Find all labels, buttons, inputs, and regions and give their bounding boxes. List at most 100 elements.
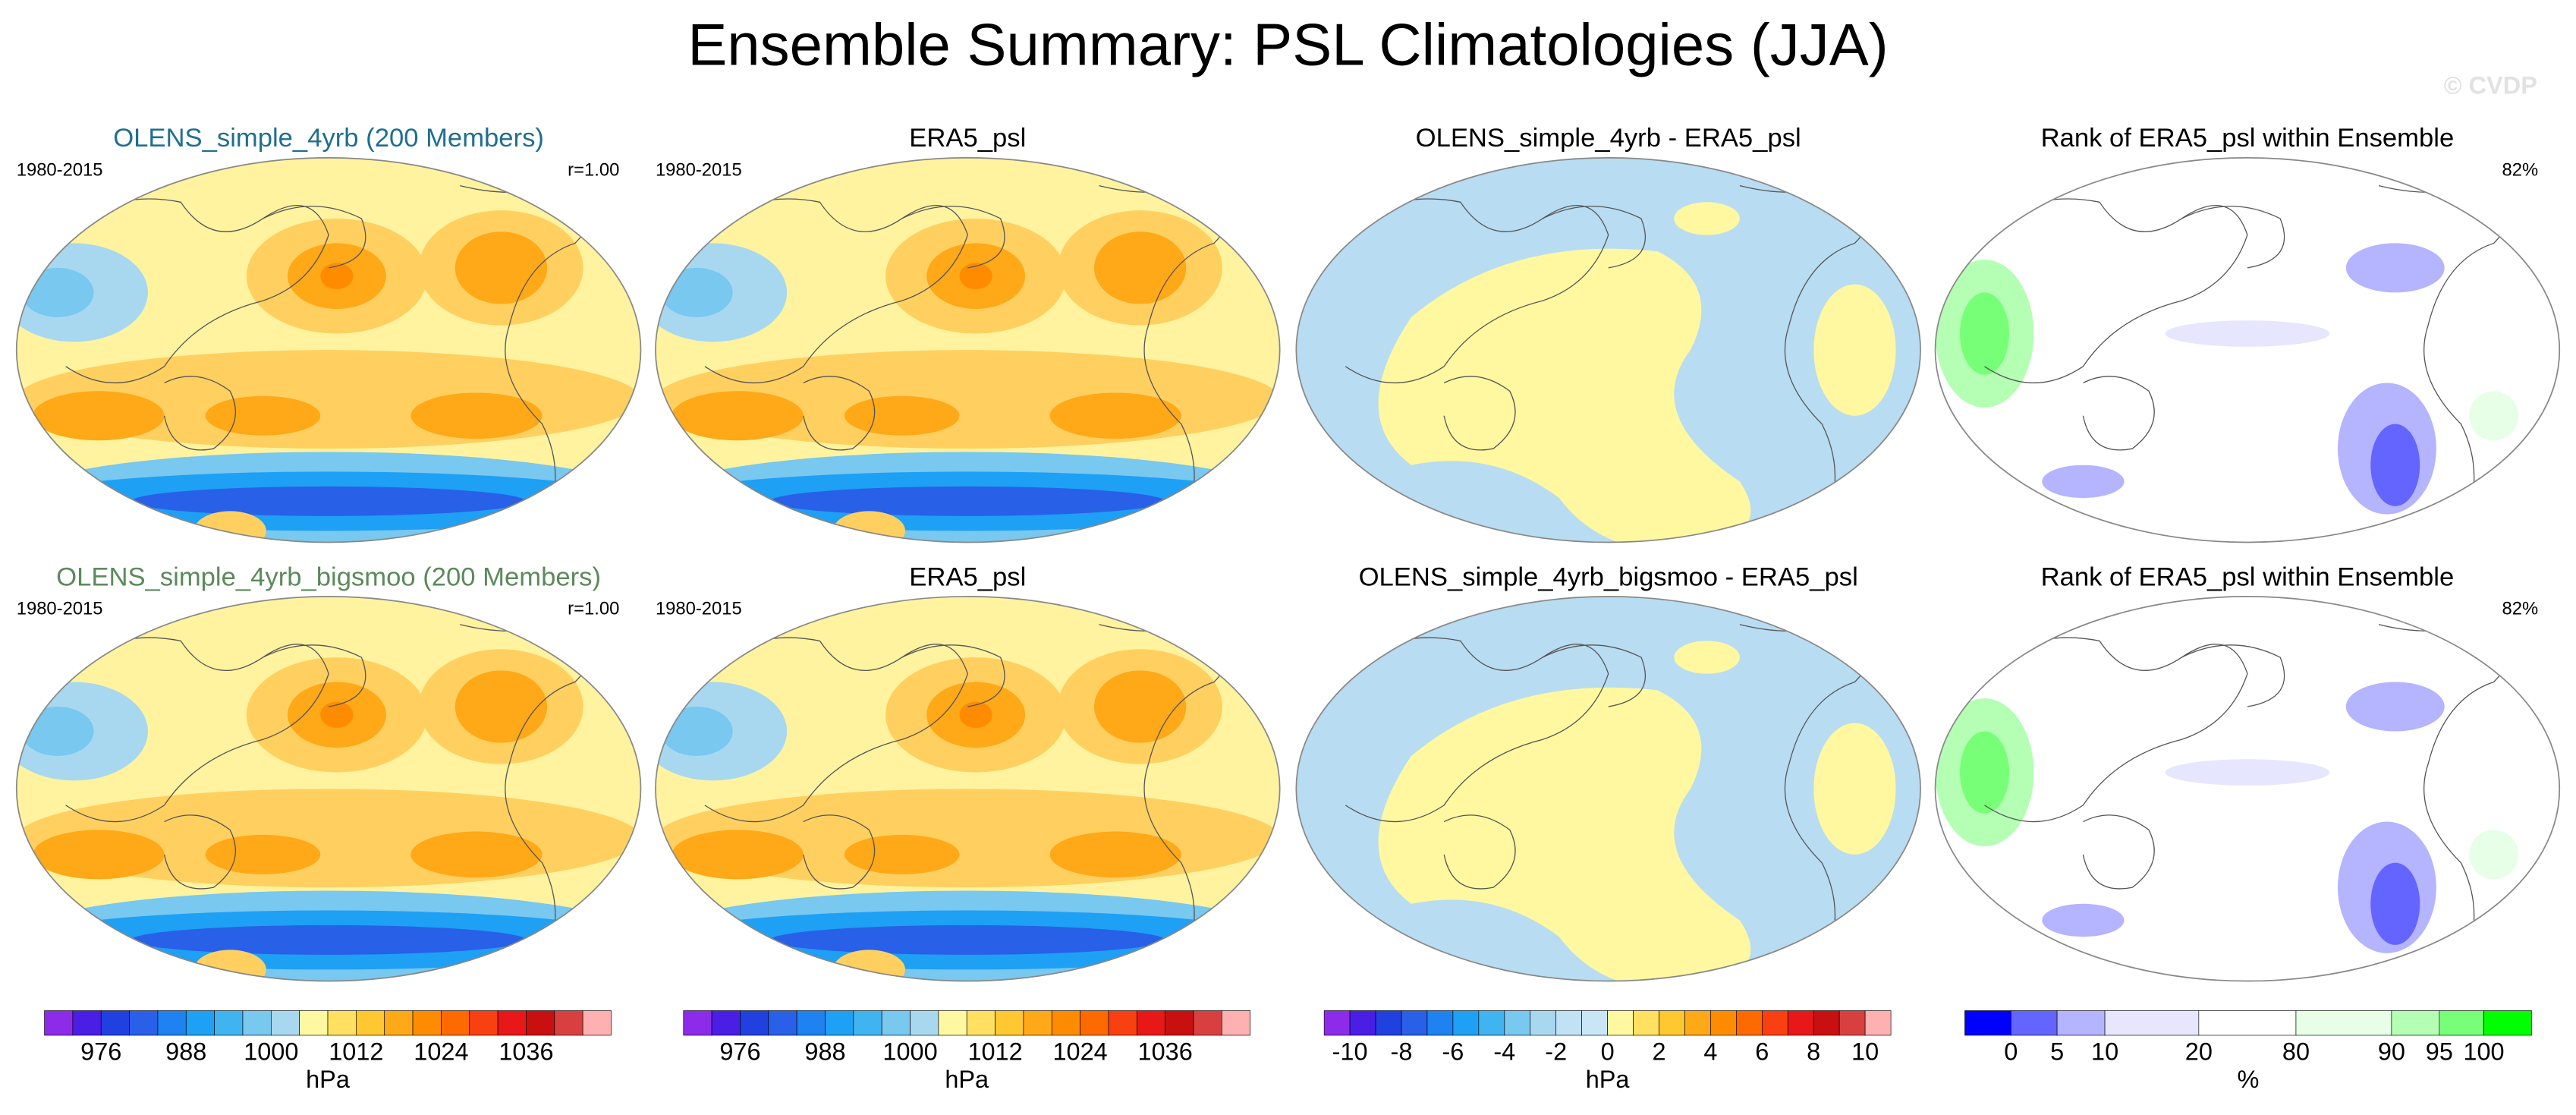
colorbar-box [1375, 1010, 1402, 1036]
rank-low [2370, 862, 2420, 945]
colorbar-box [554, 1010, 583, 1036]
colorbar-box [1736, 1010, 1763, 1036]
coastline [2181, 206, 2285, 269]
colorbar-box [1401, 1010, 1428, 1036]
colorbar-tick-label: 95 [2426, 1038, 2453, 1065]
coastline [901, 206, 1005, 269]
high-pressure [1094, 670, 1187, 743]
coastline [49, 637, 329, 823]
colorbar-box [1555, 1010, 1582, 1036]
colorbar-box [582, 1010, 612, 1036]
panel-title: Rank of ERA5_psl within Ensemble [2041, 562, 2455, 591]
pressure-band [844, 395, 960, 436]
coastline [1967, 198, 2248, 383]
map-panel: ERA5_psl 1980-2015 [655, 562, 1281, 982]
map-fill [1296, 596, 1921, 981]
colorbar-tick-label: 8 [1807, 1038, 1820, 1065]
period-label: 1980-2015 [656, 159, 742, 180]
colorbar-box [1426, 1010, 1454, 1036]
pressure-band [205, 395, 321, 436]
period-label: 1980-2015 [17, 599, 103, 619]
colorbar-box [1080, 1010, 1109, 1036]
colorbar-unit: hPa [306, 1066, 351, 1093]
rank-low [2042, 903, 2125, 937]
pressure-band [844, 834, 960, 874]
colorbar-box [1964, 1010, 2011, 1036]
stat-label: 82% [2502, 599, 2538, 619]
colorbar-box [270, 1010, 300, 1036]
colorbar-box [299, 1010, 329, 1036]
pressure-band [410, 392, 543, 439]
rank-low [2042, 465, 2125, 499]
colorbar-box [1710, 1010, 1737, 1036]
map-outline [1295, 156, 1921, 543]
colorbar-box [853, 1010, 882, 1036]
map-panel: OLENS_simple_4yrb_bigsmoo - ERA5_psl [1295, 562, 1921, 982]
colorbar-box [129, 1010, 159, 1036]
coastline [1443, 376, 1516, 451]
high-pressure [320, 701, 354, 729]
map-panel: OLENS_simple_4yrb (200 Members) 1980-2015… [15, 124, 642, 543]
high-pressure [832, 511, 906, 543]
panel-title: ERA5_psl [909, 562, 1026, 591]
colorbar-tick-label: 5 [2050, 1038, 2064, 1065]
colorbar-box [740, 1010, 769, 1036]
rank-low [2345, 682, 2445, 732]
stat-label: 82% [2502, 159, 2538, 180]
colorbar-tick-label: 976 [719, 1038, 760, 1065]
period-label: 1980-2015 [656, 599, 742, 619]
colorbar-box [356, 1010, 385, 1036]
coastline [901, 644, 1005, 707]
map-panel: OLENS_simple_4yrb_bigsmoo (200 Members) 1… [15, 562, 642, 982]
colorbar-unit: % [2238, 1066, 2260, 1093]
colorbar-box [1165, 1010, 1194, 1036]
map-fill [16, 596, 641, 981]
colorbar-tick-label: 976 [80, 1038, 121, 1065]
coastline [1542, 206, 1647, 269]
map-panel: Rank of ERA5_psl within Ensemble 82% [1934, 124, 2561, 543]
positive-difference [1674, 641, 1740, 674]
colorbar-box [2295, 1010, 2392, 1036]
colorbar-box [100, 1010, 130, 1036]
colorbar-tick-label: 1012 [967, 1038, 1022, 1065]
coastline [1329, 637, 1609, 823]
colorbar-box [1761, 1010, 1788, 1036]
colorbar-box [2056, 1010, 2106, 1036]
rank-high [1960, 731, 2009, 814]
rank-low [2165, 759, 2330, 786]
colorbar-box [44, 1010, 74, 1036]
high-pressure [959, 263, 992, 290]
map-fill [655, 596, 1280, 981]
colorbar-unit: hPa [945, 1066, 989, 1093]
positive-difference [1378, 687, 1751, 981]
colorbar-box [1684, 1010, 1711, 1036]
colorbar-tick-label: 20 [2185, 1038, 2213, 1065]
colorbar-tick-label: -10 [1332, 1038, 1368, 1065]
colorbar-box [1813, 1010, 1840, 1036]
stat-label: r=1.00 [568, 159, 619, 180]
colorbar: -10 -8 -6 -4 -2 0 2 4 6 8 10 hPa [1323, 1010, 1892, 1093]
rank-low [2370, 424, 2420, 506]
colorbar-box [1108, 1010, 1137, 1036]
colorbar-box [966, 1010, 995, 1036]
coastline [49, 198, 329, 383]
colorbar-box [2104, 1010, 2200, 1036]
panel-title: OLENS_simple_4yrb_bigsmoo - ERA5_psl [1359, 562, 1858, 591]
colorbar-tick-label: 0 [2004, 1038, 2018, 1065]
rank-high [2469, 830, 2519, 880]
map-fill [1296, 157, 1921, 543]
pressure-band [410, 831, 543, 878]
map-panel: OLENS_simple_4yrb - ERA5_psl [1295, 124, 1921, 543]
period-label: 1980-2015 [17, 159, 103, 180]
colorbar-tick-label: 90 [2378, 1038, 2405, 1065]
colorbar-box [72, 1010, 102, 1036]
colorbar-box [157, 1010, 187, 1036]
pressure-band [33, 391, 165, 441]
coastline [2082, 814, 2155, 890]
colorbar-box [1478, 1010, 1505, 1036]
coastline [1542, 644, 1647, 707]
panel-title: OLENS_simple_4yrb - ERA5_psl [1416, 124, 1801, 153]
rank-low [2165, 320, 2330, 347]
colorbar-box [1023, 1010, 1052, 1036]
